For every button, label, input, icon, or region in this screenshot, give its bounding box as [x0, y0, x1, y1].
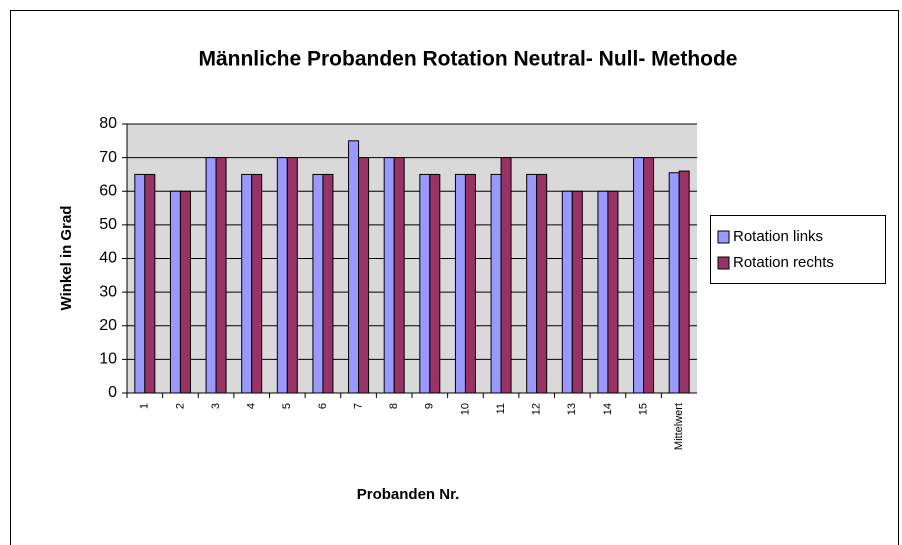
y-tick-label: 80 [99, 115, 117, 132]
bar [205, 157, 217, 394]
bar [643, 157, 655, 394]
chart-title: Männliche Probanden Rotation Neutral- Nu… [198, 48, 737, 71]
x-tick-label: 12 [531, 403, 543, 415]
x-tick-label: 1 [139, 403, 151, 409]
y-tick-label: 0 [108, 384, 117, 401]
y-tick-label: 30 [99, 283, 117, 300]
bar [312, 173, 324, 394]
bar [607, 190, 619, 394]
legend-label: Rotation links [733, 228, 823, 245]
bar [536, 173, 548, 394]
bar [429, 173, 441, 394]
bar [571, 190, 583, 394]
bar [633, 157, 645, 394]
x-tick-label: 6 [317, 403, 329, 409]
x-tick-label: 13 [566, 403, 578, 415]
bar [419, 173, 431, 394]
bar [668, 172, 680, 394]
bar [144, 173, 156, 394]
y-tick-label: 60 [99, 182, 117, 199]
bar [322, 173, 334, 394]
x-axis-title: Probanden Nr. [357, 486, 460, 503]
bar [134, 173, 146, 394]
y-axis-title: Winkel in Grad [58, 206, 75, 311]
x-tick-label: 7 [352, 403, 364, 409]
x-tick-label: 2 [174, 403, 186, 409]
x-tick-label: 15 [637, 403, 649, 415]
bar [348, 140, 360, 394]
bar [454, 173, 466, 394]
x-tick-label: 8 [388, 403, 400, 409]
legend-label: Rotation rechts [733, 254, 834, 271]
x-tick-label: 5 [281, 403, 293, 409]
x-tick-label: 11 [495, 403, 507, 414]
x-tick-label: 10 [459, 403, 471, 415]
bar [169, 190, 181, 394]
y-tick-label: 10 [99, 351, 117, 368]
bar [241, 173, 253, 394]
legend-swatch [717, 230, 730, 244]
bar [276, 157, 288, 394]
x-tick-label: Mittelwert [673, 403, 685, 450]
bar [678, 170, 690, 394]
legend [710, 215, 886, 284]
bar [490, 173, 502, 394]
legend-swatch [717, 256, 730, 270]
bar [251, 173, 263, 394]
bar [215, 157, 227, 394]
bar [179, 190, 191, 394]
y-tick-label: 40 [99, 250, 117, 267]
x-tick-label: 14 [602, 403, 614, 415]
bar [358, 157, 370, 394]
bar [500, 157, 512, 394]
bar [464, 173, 476, 394]
y-tick-label: 70 [99, 149, 117, 166]
bar [393, 157, 405, 394]
y-tick-label: 20 [99, 317, 117, 334]
bar [561, 190, 573, 394]
x-tick-label: 3 [210, 403, 222, 409]
x-tick-label: 9 [424, 403, 436, 409]
x-tick-label: 4 [246, 403, 258, 409]
bar [383, 157, 395, 394]
bar [286, 157, 298, 394]
bar [597, 190, 609, 394]
bar [526, 173, 538, 394]
y-tick-label: 50 [99, 216, 117, 233]
